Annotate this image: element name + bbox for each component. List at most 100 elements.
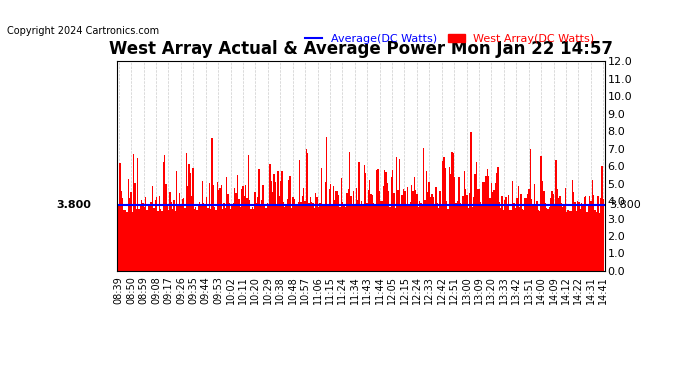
Bar [578,202,580,271]
Bar [155,200,156,271]
Bar [524,198,526,271]
Bar [245,185,246,271]
Bar [515,208,516,271]
Bar [426,171,427,271]
Bar [214,207,215,271]
Bar [369,180,371,271]
Bar [585,196,586,271]
Bar [157,211,159,271]
Bar [282,171,283,271]
Bar [413,177,415,271]
Bar [433,197,434,271]
Bar [366,203,368,271]
Bar [345,207,346,271]
Bar [447,209,448,271]
Bar [333,186,334,271]
Bar [161,211,163,271]
Bar [195,207,197,271]
Bar [382,186,384,271]
Bar [292,196,293,271]
Bar [164,155,166,271]
Bar [430,197,431,271]
Bar [564,205,565,271]
Bar [473,197,474,271]
Bar [186,153,187,271]
Bar [130,192,132,271]
Bar [506,205,508,271]
Bar [264,205,265,271]
Bar [280,181,282,271]
Bar [222,209,224,271]
Bar [234,188,235,271]
Bar [597,196,598,271]
Bar [408,204,410,271]
Bar [466,195,468,271]
Bar [491,183,492,271]
Bar [148,207,149,271]
Bar [337,191,338,271]
Bar [393,192,395,271]
Bar [448,168,450,271]
Text: 3.800: 3.800 [609,200,640,210]
Bar [427,192,428,271]
Bar [481,204,482,271]
Bar [379,191,380,271]
Bar [321,168,322,271]
Bar [256,203,257,271]
Bar [531,199,533,271]
Bar [526,198,527,271]
Bar [170,202,172,271]
Bar [489,198,491,271]
Bar [135,183,136,271]
Bar [457,201,458,271]
Bar [474,174,475,271]
Bar [570,211,571,271]
Bar [317,196,318,271]
Bar [391,177,392,271]
Bar [156,197,157,271]
Bar [540,156,542,271]
Bar [497,167,499,271]
Bar [290,209,292,271]
Bar [293,200,295,271]
Bar [595,212,597,271]
Bar [273,174,275,271]
Bar [355,188,357,271]
Bar [420,203,422,271]
Bar [359,206,361,271]
Bar [598,213,600,271]
Bar [519,207,520,271]
Bar [539,211,540,271]
Bar [509,210,511,271]
Bar [132,213,133,271]
Bar [207,208,208,271]
Bar [303,188,304,271]
Bar [331,204,333,271]
Bar [348,189,349,271]
Bar [582,204,584,271]
Bar [269,165,270,271]
Bar [176,171,177,271]
Bar [573,192,574,271]
Bar [210,209,211,271]
Bar [119,163,121,271]
Bar [177,206,179,271]
Bar [512,182,513,271]
Bar [199,202,200,271]
Bar [546,208,547,271]
Bar [179,193,180,271]
Bar [230,209,231,271]
Bar [270,181,272,271]
Bar [261,200,262,271]
Bar [422,204,423,271]
Legend: Average(DC Watts), West Array(DC Watts): Average(DC Watts), West Array(DC Watts) [301,29,599,48]
Bar [122,198,124,271]
Bar [416,194,417,271]
Bar [204,205,206,271]
Bar [167,206,168,271]
Bar [591,201,592,271]
Bar [255,192,256,271]
Bar [286,204,287,271]
Bar [543,191,544,271]
Bar [246,198,248,271]
